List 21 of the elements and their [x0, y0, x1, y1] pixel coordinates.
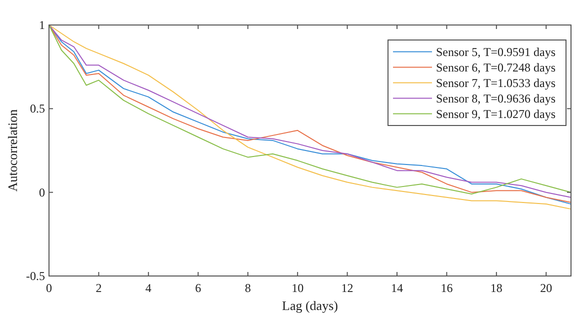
legend-label: Sensor 6, T=0.7248 days [436, 60, 556, 74]
x-tick-label: 18 [490, 281, 502, 295]
legend-label: Sensor 9, T=1.0270 days [436, 106, 556, 121]
x-tick-label: 10 [292, 281, 304, 295]
legend-label: Sensor 7, T=1.0533 days [436, 76, 556, 90]
x-tick-label: 2 [96, 281, 102, 295]
y-tick-label: 0 [39, 185, 45, 200]
y-tick-label: 0.5 [30, 102, 45, 116]
y-axis-title: Autocorrelation [5, 108, 20, 192]
x-tick-label: 4 [145, 281, 152, 295]
legend-label: Sensor 5, T=0.9591 days [436, 44, 556, 59]
x-tick-label: 12 [341, 281, 354, 295]
x-axis-title: Lag (days) [282, 298, 338, 313]
x-tick-label: 20 [540, 281, 552, 295]
x-tick-label: 6 [195, 281, 202, 295]
legend-label: Sensor 8, T=0.9636 days [436, 91, 556, 106]
y-tick-label: -0.5 [26, 269, 45, 283]
x-tick-label: 8 [244, 281, 251, 295]
x-tick-label: 14 [391, 281, 403, 295]
y-tick-label: 1 [39, 18, 45, 32]
x-tick-label: 16 [440, 281, 453, 295]
